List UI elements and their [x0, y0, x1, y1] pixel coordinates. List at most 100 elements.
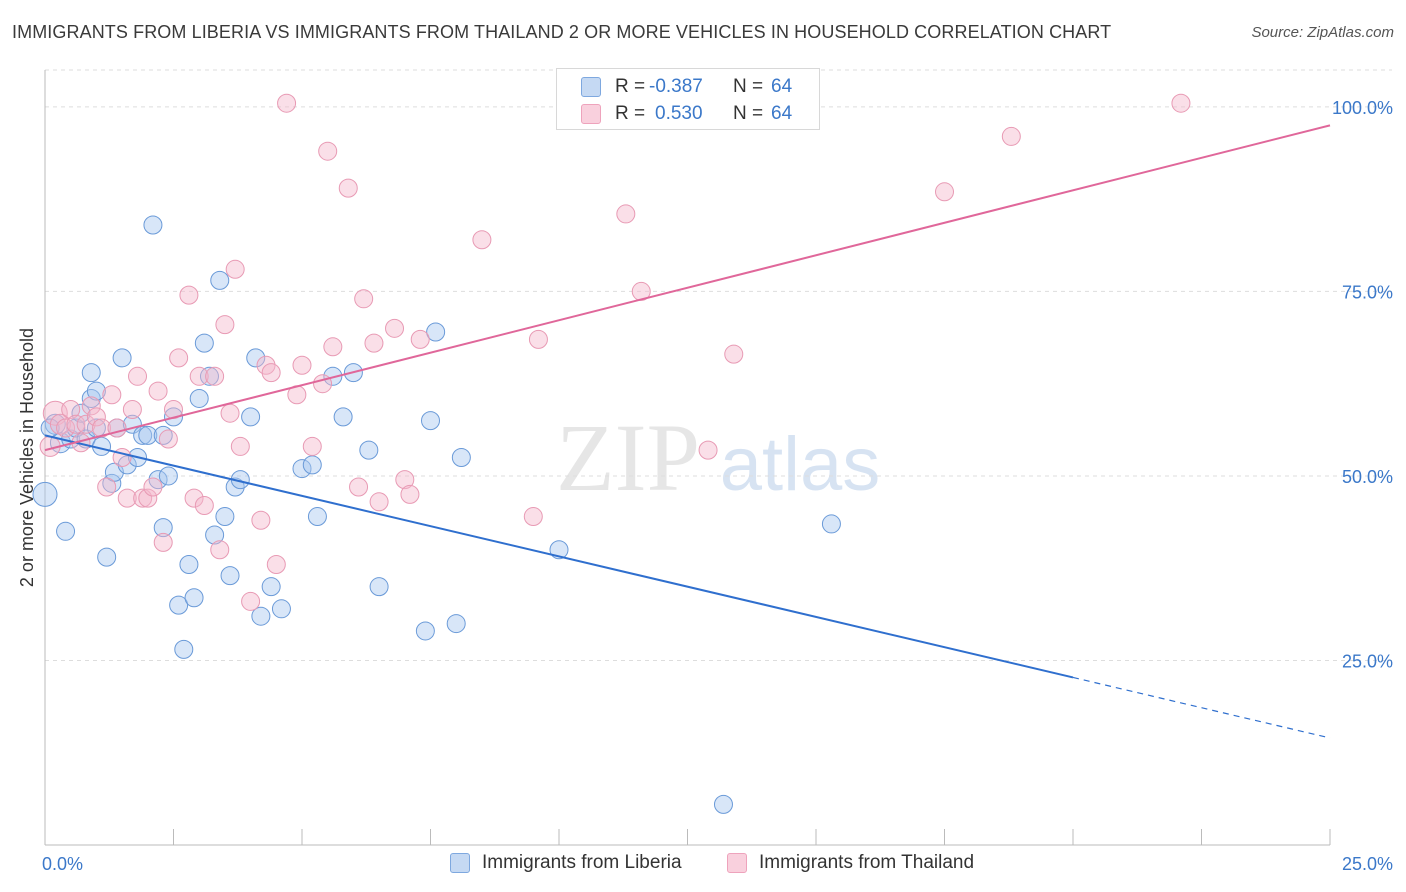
- liberia-point: [421, 411, 440, 431]
- liberia-point: [184, 588, 204, 608]
- liberia-trend-extension: [1072, 676, 1331, 739]
- thailand-point: [523, 507, 543, 527]
- thailand-point: [61, 400, 81, 420]
- thailand-point: [230, 436, 250, 456]
- thailand-point: [323, 337, 343, 357]
- liberia-point: [261, 577, 281, 597]
- thailand-point: [349, 477, 369, 497]
- liberia-point: [369, 577, 389, 597]
- r-label: R =: [615, 103, 646, 124]
- y-tick-label: 50.0%: [1342, 467, 1393, 487]
- liberia-point: [158, 466, 178, 486]
- thailand-point: [354, 289, 374, 309]
- liberia-point: [549, 540, 569, 560]
- liberia-point: [251, 606, 271, 626]
- thailand-point: [66, 414, 86, 434]
- thailand-point: [385, 318, 405, 338]
- liberia-point: [112, 348, 132, 368]
- liberia-point: [56, 521, 76, 541]
- liberia-point: [179, 555, 199, 575]
- liberia-point: [713, 794, 733, 814]
- thailand-point: [225, 259, 245, 279]
- thailand-point: [251, 510, 271, 530]
- liberia-point: [415, 621, 435, 641]
- thailand-point: [92, 418, 112, 438]
- liberia-point: [138, 425, 158, 445]
- watermark-zip: ZIP: [556, 404, 700, 511]
- liberia-point: [97, 547, 117, 567]
- thailand-point: [128, 366, 148, 386]
- thailand-point: [143, 477, 163, 497]
- liberia-point: [194, 333, 214, 353]
- thailand-point: [528, 329, 548, 349]
- liberia-point: [153, 518, 173, 538]
- liberia-point: [426, 322, 446, 342]
- r-value-liberia: -0.387: [649, 76, 703, 97]
- thailand-point: [215, 315, 235, 335]
- thailand-point: [148, 381, 168, 401]
- liberia-point: [307, 507, 327, 527]
- thailand-point: [194, 495, 214, 515]
- liberia-point: [246, 348, 266, 368]
- liberia-point: [333, 407, 353, 427]
- thailand-point: [153, 532, 173, 552]
- thailand-point: [369, 492, 389, 512]
- legend-item-liberia[interactable]: Immigrants from Liberia: [450, 852, 682, 874]
- liberia-trend-line: [44, 434, 1074, 679]
- thailand-point: [364, 333, 384, 353]
- r-value-thailand: 0.530: [655, 103, 703, 124]
- legend-label-thailand: Immigrants from Thailand: [759, 852, 975, 873]
- legend-item-thailand[interactable]: Immigrants from Thailand: [727, 852, 974, 874]
- thailand-point: [302, 436, 322, 456]
- thailand-point: [117, 488, 137, 508]
- r-label: R =: [615, 76, 646, 97]
- thailand-point: [318, 141, 338, 161]
- liberia-point: [359, 440, 379, 460]
- legend-label-liberia: Immigrants from Liberia: [482, 852, 682, 873]
- y-tick-label: 75.0%: [1342, 282, 1393, 302]
- liberia-point: [153, 425, 173, 445]
- liberia-point: [220, 566, 240, 586]
- chart-title: IMMIGRANTS FROM LIBERIA VS IMMIGRANTS FR…: [12, 22, 1112, 42]
- n-value-thailand: 64: [771, 103, 793, 124]
- thailand-point: [210, 540, 230, 560]
- thailand-point: [1001, 126, 1021, 146]
- stats-legend: R = -0.387 N = 64 R = 0.530 N = 64: [556, 68, 820, 130]
- liberia-point: [451, 448, 471, 467]
- liberia-point: [174, 639, 194, 659]
- liberia-point: [143, 215, 163, 235]
- thailand-point: [698, 440, 718, 460]
- thailand-point: [724, 344, 744, 364]
- liberia-point: [210, 270, 230, 290]
- watermark-atlas: atlas: [720, 422, 881, 507]
- liberia-point: [821, 514, 841, 534]
- thailand-point: [86, 407, 106, 427]
- thailand-point: [266, 555, 286, 575]
- y-tick-label: 25.0%: [1342, 651, 1393, 671]
- thailand-point: [292, 355, 312, 375]
- thailand-point: [338, 178, 358, 198]
- thailand-trend-line: [44, 124, 1331, 452]
- thailand-swatch: [581, 104, 601, 124]
- y-axis-title: 2 or more Vehicles in Household: [17, 328, 37, 587]
- liberia-point: [215, 507, 235, 527]
- thailand-point: [472, 230, 492, 250]
- thailand-legend-swatch: [727, 853, 747, 873]
- n-label: N =: [733, 103, 764, 124]
- thailand-point: [56, 418, 76, 438]
- thailand-point: [122, 400, 142, 420]
- thailand-point: [189, 366, 209, 386]
- thailand-point: [179, 285, 199, 305]
- thailand-point: [400, 484, 420, 504]
- n-label: N =: [733, 76, 764, 97]
- liberia-legend-swatch: [450, 853, 470, 873]
- series-thailand: [39, 93, 1191, 611]
- thailand-point: [138, 488, 158, 508]
- thailand-point: [261, 363, 281, 383]
- liberia-point: [241, 407, 261, 427]
- thailand-point: [76, 414, 96, 434]
- thailand-point: [97, 477, 117, 497]
- liberia-point: [32, 481, 58, 507]
- n-value-liberia: 64: [771, 76, 793, 97]
- liberia-point: [271, 599, 291, 619]
